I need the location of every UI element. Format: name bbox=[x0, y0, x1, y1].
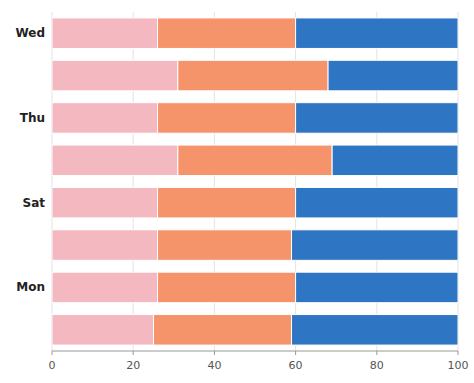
bar-segment bbox=[296, 272, 458, 303]
x-axis-line bbox=[52, 351, 458, 352]
bar-segment bbox=[332, 145, 458, 176]
bar-segment bbox=[52, 145, 178, 176]
bar-segment bbox=[154, 315, 292, 346]
bar-segment bbox=[52, 18, 158, 49]
bar-segment bbox=[52, 187, 158, 218]
grid bbox=[52, 12, 458, 351]
bar-segment bbox=[158, 18, 296, 49]
bar-segment bbox=[158, 272, 296, 303]
bar-segment bbox=[296, 103, 458, 134]
x-tick-label: 40 bbox=[207, 359, 221, 372]
bar-segment bbox=[178, 145, 332, 176]
x-axis: 0 20 40 60 80 100 bbox=[49, 351, 469, 372]
bar-segment bbox=[178, 60, 328, 91]
x-tick-label: 60 bbox=[289, 359, 303, 372]
x-tick-label: 80 bbox=[370, 359, 384, 372]
x-tick-label: 0 bbox=[49, 359, 56, 372]
chart: 0 20 40 60 80 100 Wed Thu Sat Mon bbox=[0, 0, 474, 383]
x-tick bbox=[133, 351, 134, 355]
bar-segment bbox=[292, 315, 458, 346]
bar-segment bbox=[52, 60, 178, 91]
bar-segment bbox=[158, 187, 296, 218]
bar-segment bbox=[158, 230, 292, 261]
bars bbox=[52, 18, 458, 345]
x-tick-label: 100 bbox=[448, 359, 469, 372]
bar-segment bbox=[52, 272, 158, 303]
bar-segment bbox=[328, 60, 458, 91]
y-axis: Wed Thu Sat Mon bbox=[15, 26, 45, 294]
bar-segment bbox=[292, 230, 458, 261]
x-tick bbox=[295, 351, 296, 355]
x-tick-label: 20 bbox=[126, 359, 140, 372]
y-tick-label: Thu bbox=[20, 111, 45, 125]
bar-segment bbox=[52, 103, 158, 134]
x-tick bbox=[52, 351, 53, 355]
y-tick-label: Wed bbox=[15, 26, 45, 40]
bar-segment bbox=[52, 230, 158, 261]
chart-container: 0 20 40 60 80 100 Wed Thu Sat Mon bbox=[0, 0, 474, 383]
x-tick bbox=[458, 351, 459, 355]
bar-segment bbox=[52, 315, 154, 346]
x-tick bbox=[214, 351, 215, 355]
y-tick-label: Sat bbox=[23, 196, 46, 210]
bar-segment bbox=[296, 18, 458, 49]
y-tick-label: Mon bbox=[16, 280, 45, 294]
bar-segment bbox=[296, 187, 458, 218]
x-tick bbox=[376, 351, 377, 355]
bar-segment bbox=[158, 103, 296, 134]
